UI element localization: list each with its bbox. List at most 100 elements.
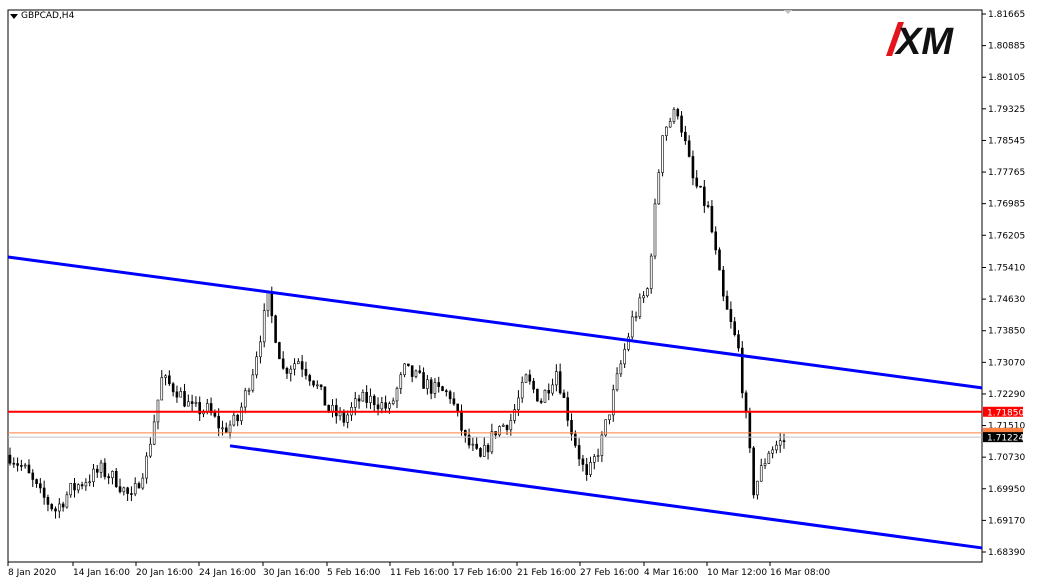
x-tick-label: 14 Jan 16:00 xyxy=(73,568,130,578)
candle-body xyxy=(304,368,308,376)
candle-body xyxy=(714,231,718,251)
candle-body xyxy=(555,371,558,386)
candle-body xyxy=(642,295,645,299)
candle-body xyxy=(338,412,342,417)
bid-price-label-bg xyxy=(983,432,1023,443)
candle-body xyxy=(422,372,425,389)
candle-body xyxy=(65,494,69,508)
candle-body xyxy=(782,440,786,442)
candle-body xyxy=(42,487,46,498)
candle-body xyxy=(251,374,255,391)
x-tick-label: 17 Feb 16:00 xyxy=(453,568,512,578)
candle-body xyxy=(619,363,623,375)
x-tick-label: 8 Jan 2020 xyxy=(8,568,56,578)
candle-body xyxy=(403,363,406,376)
candle-body xyxy=(482,444,486,457)
candle-body xyxy=(490,431,494,453)
candle-body xyxy=(570,420,573,435)
candle-body xyxy=(737,334,740,349)
candle-body xyxy=(634,316,638,318)
candle-body xyxy=(513,409,516,421)
candle-body xyxy=(498,426,501,436)
candle-body xyxy=(407,363,410,366)
candle-body xyxy=(46,497,50,505)
candle-body xyxy=(615,373,619,391)
y-tick-label: 1.69170 xyxy=(988,516,1025,526)
candle-body xyxy=(437,382,441,387)
candle-body xyxy=(61,503,65,508)
candle-body xyxy=(247,389,251,392)
candle-body xyxy=(759,465,763,482)
candle-body xyxy=(164,375,167,378)
candle-body xyxy=(69,483,73,496)
candle-body xyxy=(369,395,372,403)
candle-body xyxy=(255,356,258,376)
candle-body xyxy=(532,380,535,390)
candle-body xyxy=(183,391,186,407)
candle-body xyxy=(281,358,285,369)
candle-body xyxy=(771,449,774,454)
candle-body xyxy=(209,403,213,414)
candle-body xyxy=(240,406,243,422)
candle-body xyxy=(388,403,391,409)
candle-body xyxy=(562,392,566,399)
candle-body xyxy=(680,115,683,133)
candle-body xyxy=(410,365,414,377)
x-tick-label: 4 Mar 16:00 xyxy=(644,568,699,578)
candle-body xyxy=(638,297,642,317)
candle-body xyxy=(528,374,532,382)
candle-body xyxy=(23,464,27,467)
candle-body xyxy=(323,386,327,406)
candle-body xyxy=(346,414,349,423)
candle-body xyxy=(133,483,137,495)
candle-body xyxy=(672,109,676,122)
candle-body xyxy=(289,368,293,374)
candle-body xyxy=(372,395,376,406)
candle-body xyxy=(12,462,16,465)
candle-body xyxy=(589,462,592,475)
candle-body xyxy=(778,440,782,446)
candle-body xyxy=(581,458,585,465)
candle-body xyxy=(300,361,304,370)
candle-body xyxy=(361,392,365,402)
y-tick-label: 1.80885 xyxy=(988,42,1025,52)
candle-body xyxy=(149,443,152,457)
x-tick-label: 5 Feb 16:00 xyxy=(327,568,381,578)
candle-body xyxy=(725,295,729,310)
x-tick-label: 20 Jan 16:00 xyxy=(136,568,193,578)
candle-body xyxy=(441,386,444,392)
candle-body xyxy=(471,443,475,446)
y-tick-label: 1.81665 xyxy=(988,10,1025,20)
candle-body xyxy=(718,249,721,271)
candle-body xyxy=(58,503,61,512)
candle-body xyxy=(8,454,12,464)
candle-body xyxy=(611,389,615,416)
candle-body xyxy=(73,483,76,491)
candle-body xyxy=(467,434,471,446)
candle-body xyxy=(27,464,31,474)
candle-body xyxy=(596,455,600,457)
candle-body xyxy=(475,443,478,449)
candle-body xyxy=(259,341,262,358)
candle-body xyxy=(84,482,88,487)
candle-body xyxy=(312,380,315,386)
candle-body xyxy=(653,203,657,257)
candle-body xyxy=(262,310,266,343)
candle-body xyxy=(536,388,539,402)
candle-body xyxy=(179,391,183,398)
y-tick-label: 1.80105 xyxy=(988,73,1025,83)
candle-body xyxy=(334,405,338,417)
x-tick-label: 16 Mar 08:00 xyxy=(770,568,830,578)
candle-body xyxy=(95,468,99,473)
dropdown-triangle-icon xyxy=(10,13,18,19)
x-tick-label: 30 Jan 16:00 xyxy=(263,568,320,578)
candle-body xyxy=(479,448,482,457)
candle-body xyxy=(517,397,520,410)
symbol-label[interactable]: GBPCAD,H4 xyxy=(10,11,74,21)
candle-body xyxy=(646,288,649,297)
candle-body xyxy=(501,424,505,427)
candle-body xyxy=(429,379,433,394)
y-tick-label: 1.73070 xyxy=(988,358,1025,368)
candle-body xyxy=(391,400,395,404)
